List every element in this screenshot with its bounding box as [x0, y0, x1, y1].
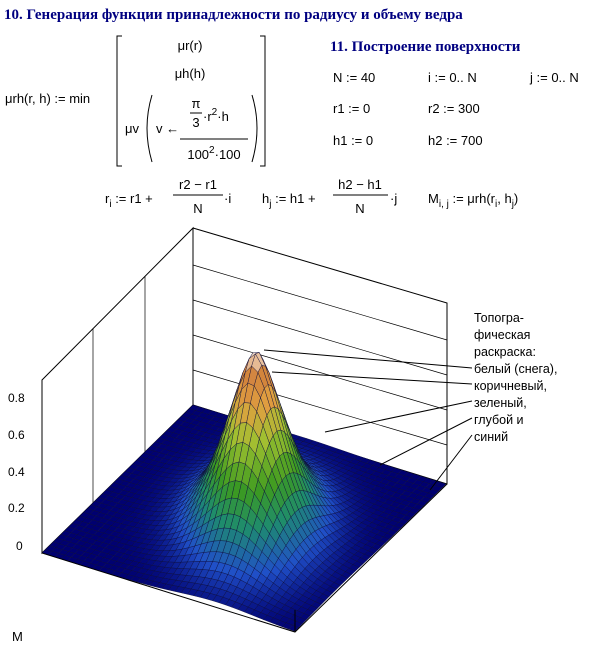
- formula-text: 100: [187, 147, 209, 162]
- section-title: 11. Построение поверхности: [330, 39, 521, 55]
- annotation-line: Топогра-: [474, 311, 524, 325]
- formula-text: hj := h1 +: [262, 191, 316, 210]
- paren: [146, 94, 258, 163]
- formula-text: v ←: [156, 121, 179, 136]
- formula-text: ·r: [203, 109, 212, 124]
- annotation-pointer: [263, 349, 473, 491]
- formula-text: ·r2·h: [203, 107, 229, 124]
- formula-text: ·i: [224, 191, 231, 206]
- surface: [41, 352, 447, 632]
- subscript: i: [109, 199, 111, 210]
- formula-text: ri := r1 +: [105, 191, 153, 210]
- assignment: j := 0.. N: [529, 70, 579, 85]
- formula-text: ·j: [390, 191, 397, 206]
- assignment: r1 := 0: [333, 101, 370, 116]
- z-tick-label: 0.4: [8, 465, 25, 479]
- surface-cell: [288, 624, 300, 632]
- wall-grid: [92, 264, 448, 503]
- formula-text: h2 − h1: [338, 177, 382, 192]
- formula-text: μv: [125, 121, 139, 136]
- formula-text: N: [193, 201, 202, 216]
- assignment: h1 := 0: [333, 133, 373, 148]
- subscript: i: [495, 199, 497, 210]
- formula-text: Mi, j := μrh(ri, hj): [428, 191, 518, 210]
- annotation-line: глубой и: [474, 413, 524, 427]
- formula-text: h: [262, 191, 269, 206]
- axis-label: M: [12, 629, 23, 644]
- formula-text: ·100: [215, 147, 241, 162]
- z-tick-label: 0.8: [8, 391, 25, 405]
- assignment: h2 := 700: [428, 133, 483, 148]
- formula-text: ): [514, 191, 518, 206]
- formula-text: N: [355, 201, 364, 216]
- formula-text: r2 − r1: [179, 177, 217, 192]
- z-tick-label: 0: [16, 539, 23, 553]
- assignment: N := 40: [333, 70, 375, 85]
- formula-text: r: [105, 191, 110, 206]
- bracket: [116, 35, 266, 167]
- annotation-line: раскраска:: [474, 345, 536, 359]
- formula-lhs: μrh(r, h) := min: [5, 91, 90, 106]
- surface-plot: 0.8 0.6 0.4 0.2 0 M Топогра-фическая раск…: [8, 226, 557, 644]
- assignment: i := 0.. N: [428, 70, 477, 85]
- subscript: j: [268, 199, 271, 210]
- superscript: 2: [212, 107, 218, 118]
- superscript: 2: [209, 145, 215, 156]
- annotation-line: коричневый,: [474, 379, 547, 393]
- formula-text: M: [428, 191, 439, 206]
- formula-text: := μrh(r: [449, 191, 496, 206]
- formula-row: μh(h): [175, 66, 206, 81]
- annotation-line: синий: [474, 430, 508, 444]
- annotation-line: зеленый,: [474, 396, 527, 410]
- assignment: r2 := 300: [428, 101, 480, 116]
- subscript: i, j: [439, 199, 449, 210]
- box-edge: [41, 303, 448, 633]
- formula-text: , h: [497, 191, 511, 206]
- z-tick-label: 0.6: [8, 428, 25, 442]
- z-tick-label: 0.2: [8, 501, 25, 515]
- formula-text: := h1 +: [271, 191, 315, 206]
- formula-text: := r1 +: [112, 191, 153, 206]
- formula-text: 3: [192, 115, 199, 130]
- formula-text: π: [192, 96, 201, 111]
- annotation-line: белый (снега),: [474, 362, 557, 376]
- section-title: 10. Генерация функции принадлежности по …: [4, 7, 463, 23]
- formula-row: μr(r): [178, 38, 203, 53]
- subscript: j: [511, 199, 514, 210]
- formula-text: ·h: [217, 109, 229, 124]
- annotation: Топогра-фическая раскраска: белый (снега),…: [474, 311, 557, 444]
- formula-text: 1002·100: [187, 145, 240, 162]
- annotation-line: фическая: [474, 328, 530, 342]
